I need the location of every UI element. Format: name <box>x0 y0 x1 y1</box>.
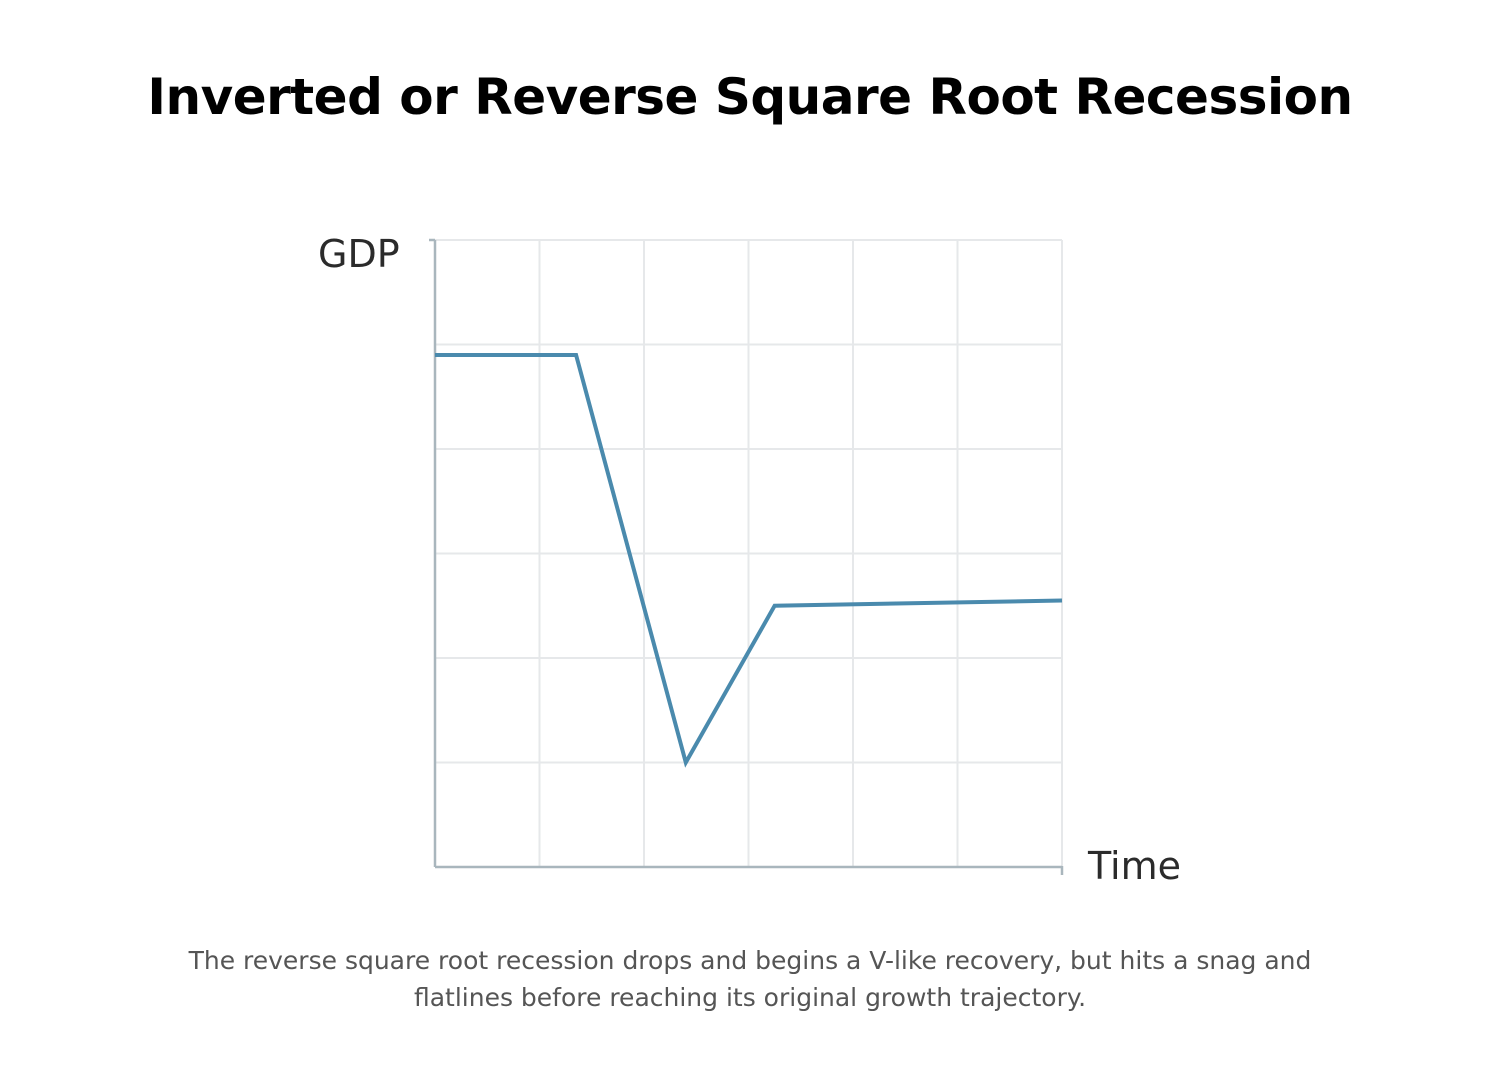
grid-lines <box>435 239 1063 867</box>
caption-line-1: The reverse square root recession drops … <box>188 946 1312 975</box>
axes <box>429 238 1064 875</box>
series-line <box>435 352 1063 768</box>
chart-title: Inverted or Reverse Square Root Recessio… <box>147 68 1353 126</box>
chart-caption: The reverse square root recession drops … <box>0 942 1500 1016</box>
series-layer <box>435 352 1063 768</box>
caption-line-2: flatlines before reaching its original g… <box>413 983 1087 1012</box>
y-axis-label: GDP <box>318 232 400 276</box>
x-axis-label: Time <box>1087 844 1181 888</box>
